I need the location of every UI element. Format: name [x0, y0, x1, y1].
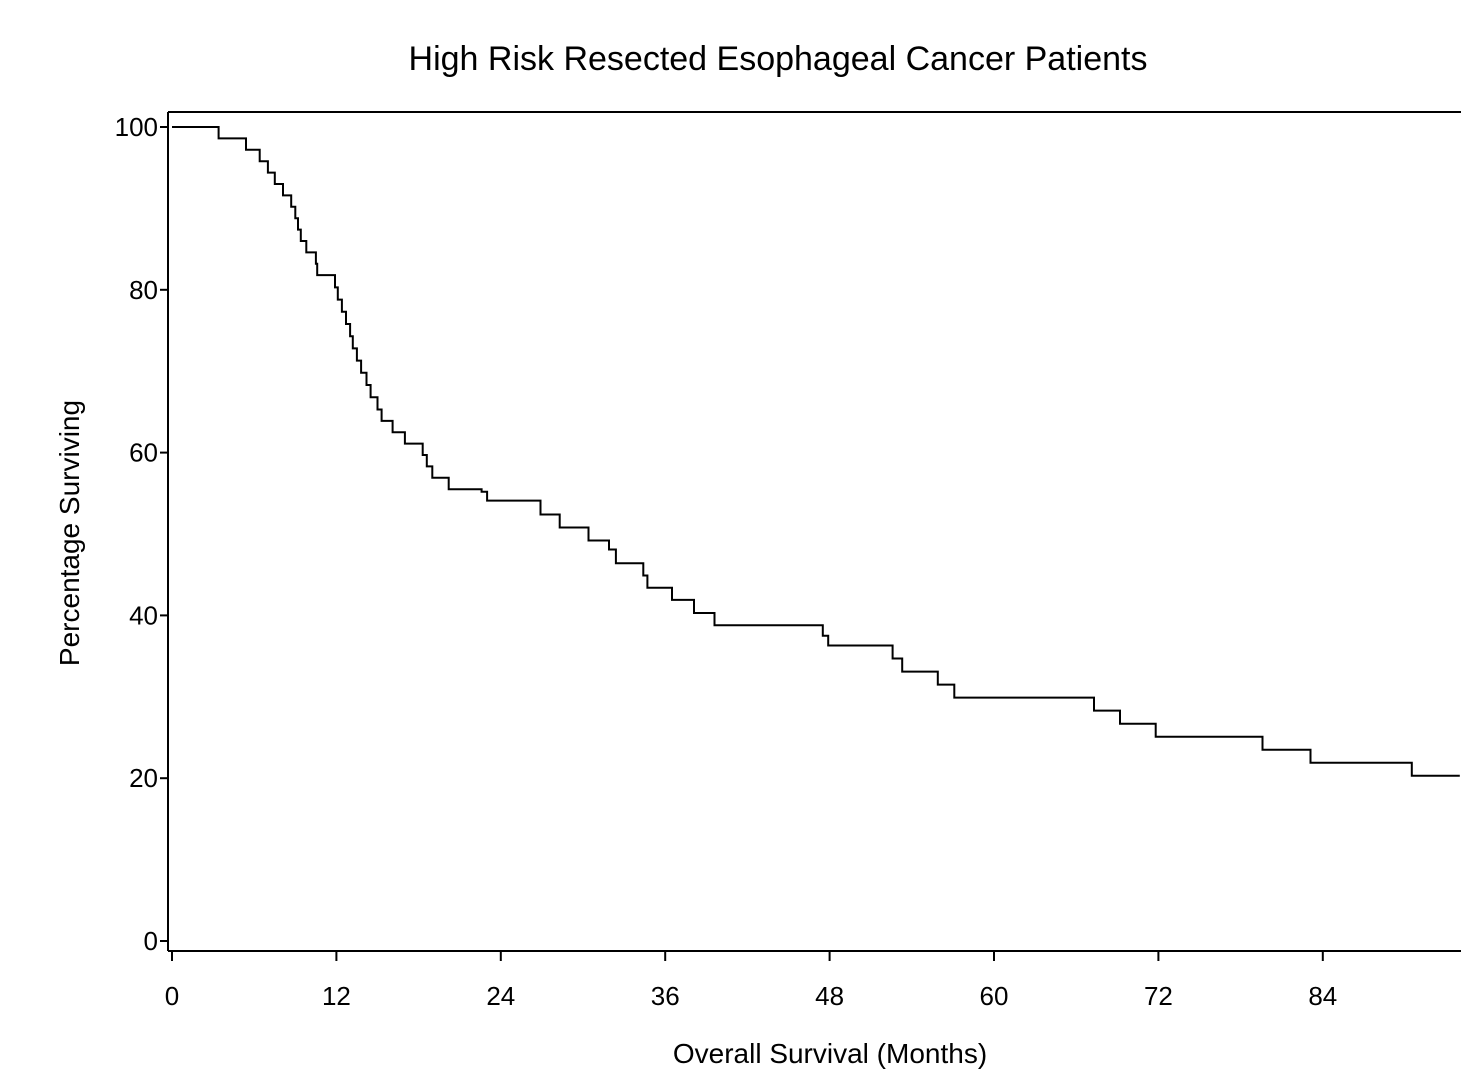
y-tick-label: 60 — [129, 438, 158, 468]
y-tick-label: 80 — [129, 275, 158, 305]
y-tick-label: 20 — [129, 763, 158, 793]
y-axis-label: Percentage Surviving — [54, 400, 85, 666]
y-tick-label: 40 — [129, 600, 158, 630]
x-tick-label: 24 — [486, 981, 515, 1011]
x-axis-label: Overall Survival (Months) — [673, 1038, 987, 1069]
x-axis-ticks: 0 12 24 36 48 60 72 84 — [165, 951, 1337, 1011]
survival-series-line — [172, 126, 1460, 777]
x-tick-label: 48 — [815, 981, 844, 1011]
series-layer — [172, 126, 1460, 777]
x-tick-label: 0 — [165, 981, 179, 1011]
y-axis-ticks: 0 20 40 60 80 100 — [115, 112, 168, 956]
x-tick-label: 60 — [980, 981, 1009, 1011]
x-tick-label: 84 — [1308, 981, 1337, 1011]
x-tick-label: 72 — [1144, 981, 1173, 1011]
y-tick-label: 0 — [144, 926, 158, 956]
y-tick-label: 100 — [115, 112, 158, 142]
x-tick-label: 36 — [651, 981, 680, 1011]
chart-title: High Risk Resected Esophageal Cancer Pat… — [409, 40, 1148, 78]
plot-area — [167, 111, 1461, 952]
x-tick-label: 12 — [322, 981, 351, 1011]
